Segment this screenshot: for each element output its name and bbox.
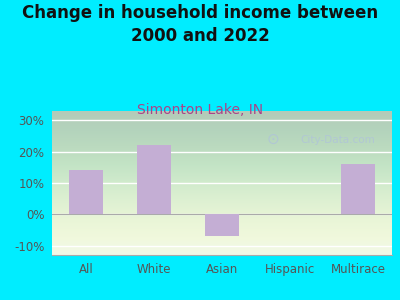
Text: ⊙: ⊙ bbox=[267, 132, 279, 147]
Text: Change in household income between
2000 and 2022: Change in household income between 2000 … bbox=[22, 4, 378, 45]
Bar bbox=[69, 170, 103, 214]
Text: City-Data.com: City-Data.com bbox=[300, 135, 375, 145]
Bar bbox=[341, 164, 375, 214]
Bar bbox=[137, 146, 171, 214]
Text: Simonton Lake, IN: Simonton Lake, IN bbox=[137, 103, 263, 118]
Bar bbox=[205, 214, 239, 236]
